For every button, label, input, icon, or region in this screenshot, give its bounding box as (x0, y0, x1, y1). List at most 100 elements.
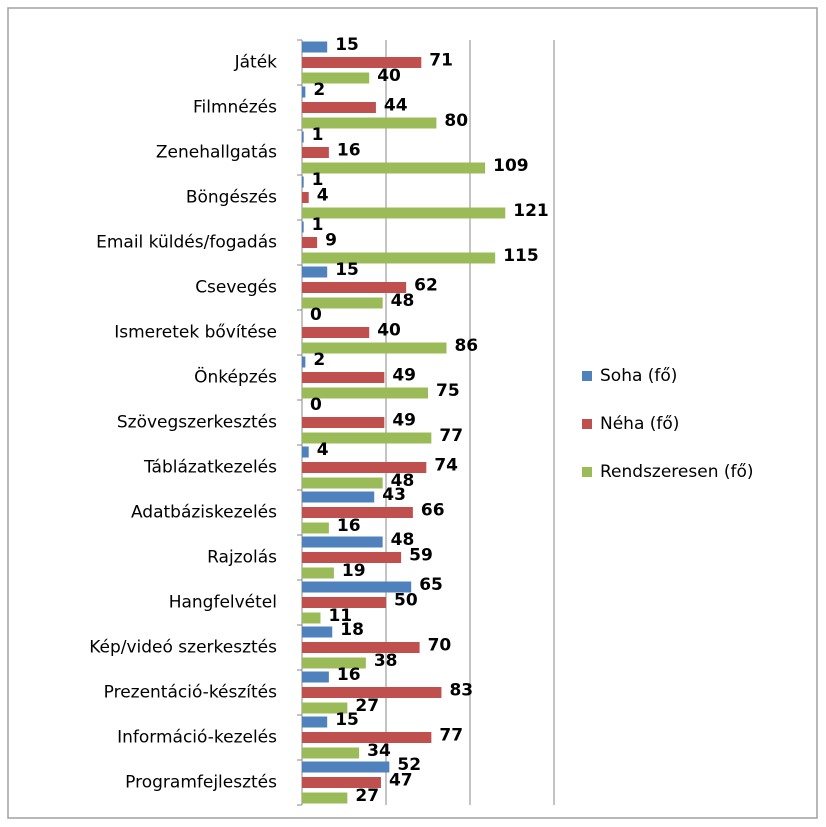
category-label: Táblázatkezelés (143, 458, 277, 478)
legend-label: Néha (fő) (600, 414, 679, 434)
bar (302, 642, 420, 653)
bar (302, 57, 422, 68)
data-label: 16 (337, 141, 361, 161)
data-label: 15 (335, 35, 359, 55)
category-label: Szövegszerkesztés (117, 413, 277, 433)
bar (302, 702, 348, 714)
bar (302, 207, 506, 219)
bar (302, 117, 437, 129)
bar (302, 522, 329, 534)
data-label: 16 (337, 665, 361, 685)
category-label: Böngészés (186, 188, 277, 208)
category-label: Ismeretek bővítése (114, 323, 277, 343)
legend-label: Rendszeresen (fő) (600, 462, 754, 482)
bar (302, 732, 432, 743)
data-label: 74 (434, 456, 458, 476)
data-label: 0 (310, 305, 322, 325)
data-label: 75 (436, 381, 460, 401)
data-label: 18 (340, 620, 364, 640)
bar (302, 792, 348, 804)
bar (302, 687, 442, 698)
bar (302, 86, 306, 98)
category-label: Csevegés (195, 278, 277, 298)
bar (302, 356, 306, 368)
bar (302, 552, 402, 563)
bar (302, 41, 328, 53)
bar (302, 446, 309, 458)
bar (302, 387, 428, 399)
data-label: 38 (374, 651, 398, 671)
data-label: 40 (377, 66, 401, 86)
bar (302, 477, 383, 489)
bar (302, 761, 390, 773)
data-label: 47 (389, 771, 413, 791)
bar (302, 491, 375, 503)
bar (302, 536, 383, 548)
category-label: Filmnézés (193, 98, 277, 118)
data-label: 1 (312, 170, 324, 190)
legend-swatch (582, 467, 592, 477)
category-label: Programfejlesztés (125, 773, 277, 793)
data-label: 1 (312, 125, 324, 145)
data-label: 70 (428, 636, 452, 656)
bar (302, 747, 360, 759)
data-label: 34 (367, 741, 391, 761)
legend-swatch (582, 419, 592, 429)
bar (302, 462, 427, 473)
category-label: Email küldés/fogadás (96, 233, 277, 253)
data-label: 66 (421, 501, 445, 521)
data-label: 49 (392, 411, 416, 431)
category-label: Hangfelvétel (169, 593, 277, 613)
data-label: 71 (429, 51, 453, 71)
category-label: Kép/videó szerkesztés (89, 638, 277, 658)
data-label: 9 (325, 231, 337, 251)
data-label: 44 (384, 96, 408, 116)
data-label: 48 (391, 530, 415, 550)
bar (302, 162, 486, 174)
category-label: Önképzés (194, 366, 277, 388)
data-label: 115 (503, 246, 539, 266)
bar (302, 192, 309, 203)
data-label: 1 (312, 215, 324, 235)
data-label: 52 (397, 755, 421, 775)
bar (302, 507, 413, 518)
bar (302, 147, 329, 158)
data-label: 121 (513, 201, 549, 221)
bar (302, 581, 412, 593)
category-label: Zenehallgatás (156, 143, 277, 163)
data-label: 83 (449, 681, 473, 701)
data-label: 77 (439, 726, 463, 746)
category-label: Prezentáció-készítés (104, 683, 278, 703)
data-label: 27 (355, 696, 379, 716)
bar (302, 282, 407, 293)
data-label: 4 (317, 440, 329, 460)
data-label: 62 (414, 276, 438, 296)
data-label: 65 (419, 575, 443, 595)
chart-frame (7, 7, 818, 819)
data-label: 80 (444, 111, 468, 131)
data-label: 49 (392, 366, 416, 386)
category-label: Rajzolás (207, 548, 277, 568)
data-label: 19 (342, 561, 366, 581)
bar (302, 777, 381, 788)
data-label: 43 (382, 485, 406, 505)
bar (302, 72, 370, 84)
bar (302, 102, 376, 113)
bar (302, 716, 328, 728)
data-label: 48 (391, 471, 415, 491)
data-label: 48 (391, 291, 415, 311)
bar (302, 417, 385, 428)
bar (302, 266, 328, 278)
data-label: 27 (355, 786, 379, 806)
data-label: 86 (454, 336, 478, 356)
data-label: 40 (377, 321, 401, 341)
category-label: Információ-kezelés (117, 728, 277, 748)
bar (302, 372, 385, 383)
bar (302, 612, 321, 624)
data-label: 2 (313, 80, 325, 100)
bar (302, 237, 318, 248)
data-label: 16 (337, 516, 361, 536)
bar (302, 297, 383, 309)
